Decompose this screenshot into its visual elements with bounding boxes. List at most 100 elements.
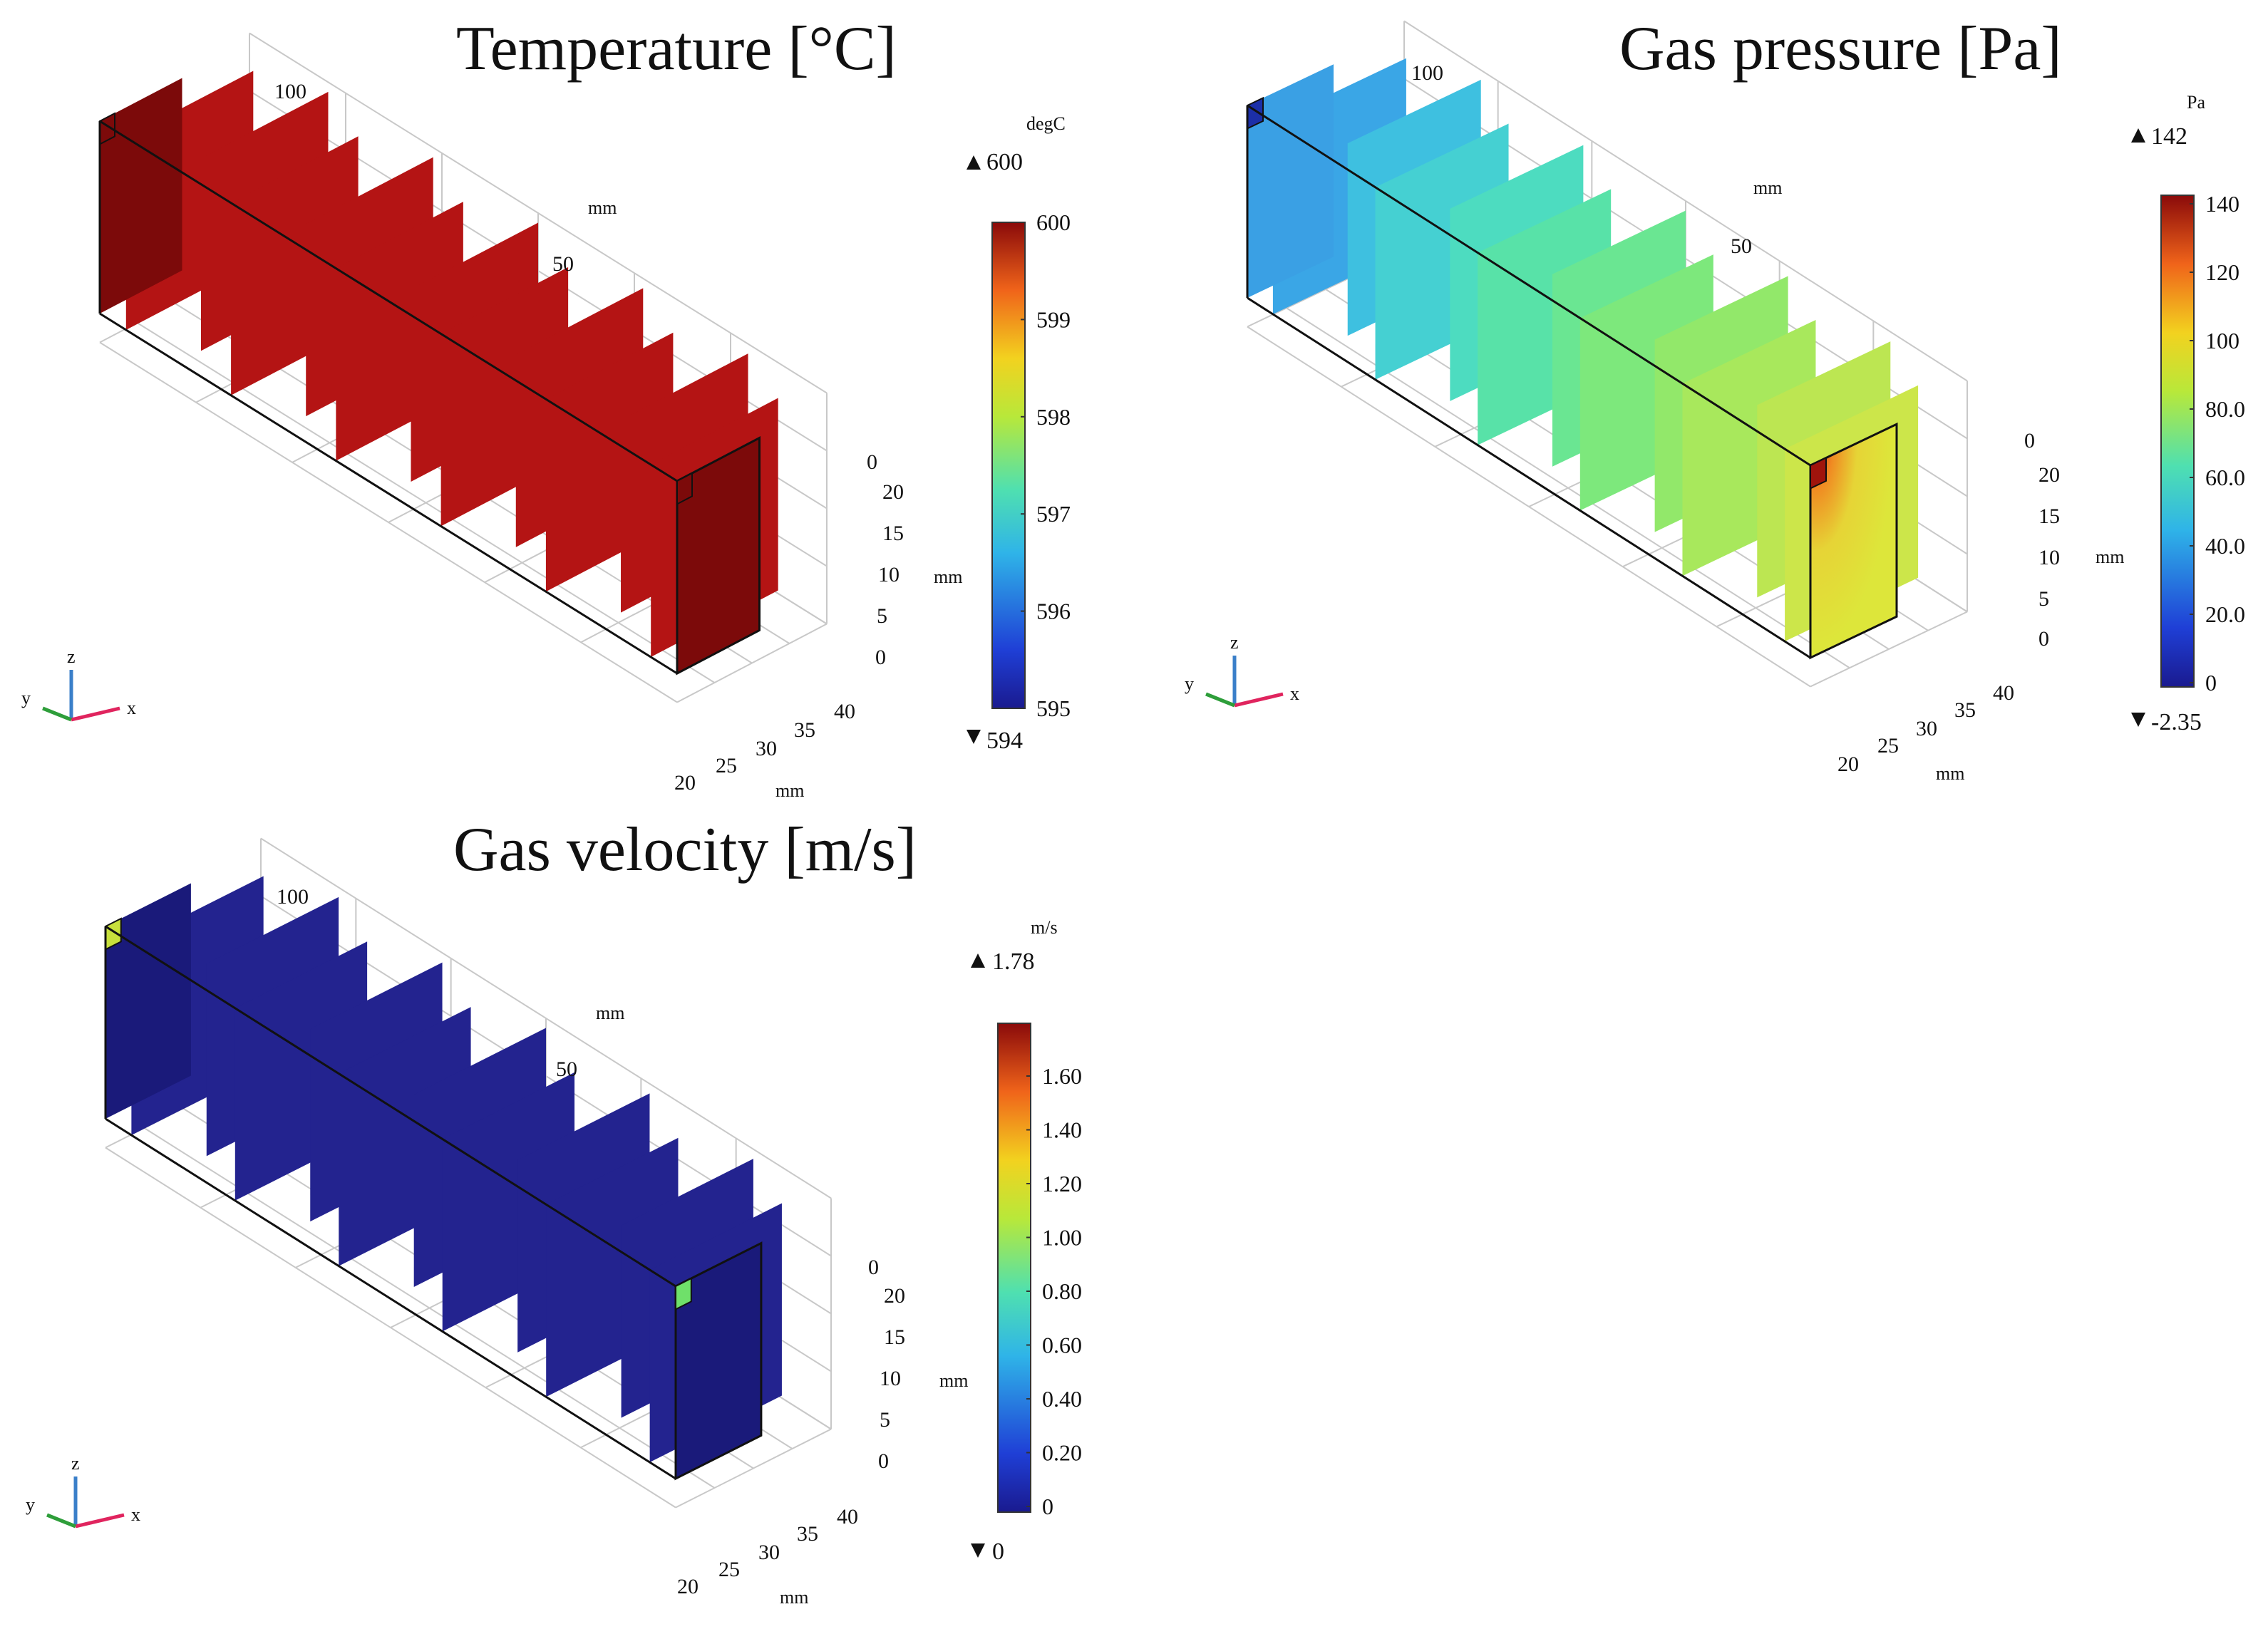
y-unit: mm (775, 780, 804, 801)
y-unit: mm (780, 1587, 808, 1608)
pressure-frame (1246, 96, 1898, 660)
y-tick-35: 35 (797, 1522, 818, 1546)
temperature-panel: Temperature [°C] 100 50 mm 0 20 15 10 5 … (0, 0, 1140, 805)
velocity-panel: Gas velocity [m/s] 100 50 mm 0 20 15 10 … (0, 805, 1140, 1629)
colorbar-tick-label: 40.0 (2205, 533, 2245, 559)
max-marker-triangle (967, 155, 981, 170)
top-x-unit: mm (596, 1003, 624, 1023)
temperature-title: Temperature [°C] (456, 14, 897, 83)
colorbar-unit: m/s (1031, 917, 1058, 938)
colorbar-tick-label: 598 (1036, 404, 1071, 430)
colorbar-tick-label: 1.40 (1042, 1117, 1082, 1143)
min-marker-triangle (967, 730, 981, 744)
colorbar-tick-label: 1.60 (1042, 1063, 1082, 1089)
z-unit: mm (2096, 547, 2124, 567)
colorbar-tick-label: 60.0 (2205, 465, 2245, 490)
outlet-opening (1810, 456, 1827, 490)
inlet-face (105, 883, 191, 1119)
y-tick-20: 20 (677, 1575, 699, 1598)
colorbar-tick-label: 1.00 (1042, 1225, 1082, 1251)
colorbar-tick-label: 140 (2205, 191, 2239, 217)
colorbar-max-marker: 142 (2151, 123, 2187, 150)
frame-edge (105, 1117, 676, 1480)
top-x-unit: mm (588, 197, 617, 218)
colorbar-min-marker: 0 (992, 1538, 1004, 1565)
triad-y-label: y (26, 1494, 35, 1515)
z-tick-20: 20 (884, 1284, 905, 1308)
y-tick-35: 35 (1954, 698, 1976, 722)
colorbar-tick-label: 100 (2205, 328, 2239, 353)
z-tick-10: 10 (2038, 546, 2060, 569)
z-tick-15: 15 (2038, 505, 2060, 528)
outlet-face (674, 1241, 763, 1481)
colorbar-tick-label: 20.0 (2205, 601, 2245, 627)
outlet-face (1809, 422, 1898, 660)
outlet-opening (675, 1277, 692, 1311)
grid-line (1403, 20, 1968, 382)
colorbar-tick-label: 0.20 (1042, 1440, 1082, 1466)
velocity-baffles (105, 876, 782, 1463)
inlet-face (1247, 64, 1334, 298)
colorbar-tick-label: 0.60 (1042, 1333, 1082, 1358)
outlet-face (676, 436, 761, 676)
y-tick-20: 20 (674, 771, 696, 795)
temperature-colorbar: degC 600 600 599 598 597 596 595 594 (967, 113, 1071, 754)
y-tick-20: 20 (1837, 753, 1859, 776)
triad-y-arrow (1205, 692, 1235, 708)
triad-z-label: z (1230, 632, 1239, 653)
colorbar-tick-label: 0.80 (1042, 1278, 1082, 1304)
inlet-face (100, 78, 182, 314)
y-tick-25: 25 (716, 754, 737, 777)
z-tick-5: 5 (880, 1408, 890, 1432)
colorbar-tick-label: 80.0 (2205, 396, 2245, 422)
triad-x-label: x (1290, 683, 1299, 704)
colorbar-bar (997, 1023, 1031, 1513)
y-tick-30: 30 (758, 1541, 780, 1564)
z-tick-0: 0 (878, 1449, 889, 1473)
pressure-title: Gas pressure [Pa] (1619, 14, 2062, 83)
top-x-unit: mm (1753, 177, 1782, 198)
outlet-opening (676, 472, 693, 506)
colorbar-tick-label: 595 (1036, 695, 1071, 721)
triad-y-arrow (46, 1513, 76, 1529)
triad-y-label: y (1185, 673, 1194, 694)
colorbar-unit: Pa (2187, 92, 2205, 113)
colorbar-max-marker: 600 (986, 149, 1023, 175)
colorbar-tick-label: 599 (1036, 306, 1071, 332)
y-tick-40: 40 (1993, 681, 2014, 705)
colorbar-tick-label: 596 (1036, 599, 1071, 624)
pressure-axis-labels: 100 50 mm 0 20 15 10 5 0 mm 20 25 30 35 … (1411, 61, 2124, 784)
top-x-tick-50: 50 (556, 1057, 577, 1081)
frame-edge (105, 925, 676, 1288)
grid-line (260, 837, 832, 1199)
velocity-plot: 100 50 mm 0 20 15 10 5 0 mm 20 25 30 35 … (26, 837, 1082, 1608)
triad-x-arrow (1234, 692, 1284, 708)
y-tick-25: 25 (718, 1558, 740, 1581)
colorbar-bar (991, 222, 1026, 709)
colorbar-unit: degC (1026, 113, 1066, 134)
y-tick-40: 40 (837, 1505, 858, 1529)
triad-x-label: x (127, 698, 136, 718)
z-tick-0-top: 0 (867, 450, 877, 474)
triad-y-label: y (21, 688, 31, 708)
max-marker-triangle (2131, 128, 2145, 143)
frame-edge (1247, 104, 1811, 467)
velocity-frame (104, 917, 763, 1481)
y-tick-30: 30 (756, 737, 777, 760)
velocity-axis-labels: 100 50 mm 0 20 15 10 5 0 mm 20 25 30 35 … (277, 885, 968, 1608)
colorbar-bar (2160, 195, 2195, 688)
top-x-tick-100: 100 (274, 80, 306, 103)
colorbar-tick-label: 600 (1036, 210, 1071, 235)
y-tick-35: 35 (794, 718, 815, 742)
z-tick-15: 15 (882, 522, 904, 545)
colorbar-tick-label: 0 (1042, 1494, 1053, 1519)
pressure-colorbar: Pa 142 140 120 100 80.0 60.0 40.0 20.0 0 -2.35 (2131, 92, 2245, 735)
z-tick-20: 20 (882, 480, 904, 504)
colorbar-min-marker: 594 (986, 728, 1023, 754)
triad-x-arrow (71, 706, 120, 722)
z-tick-0-top: 0 (868, 1256, 879, 1279)
frame-edge (1247, 296, 1811, 659)
grid-line (249, 32, 828, 394)
grid-line (99, 341, 678, 703)
y-tick-25: 25 (1877, 734, 1899, 757)
